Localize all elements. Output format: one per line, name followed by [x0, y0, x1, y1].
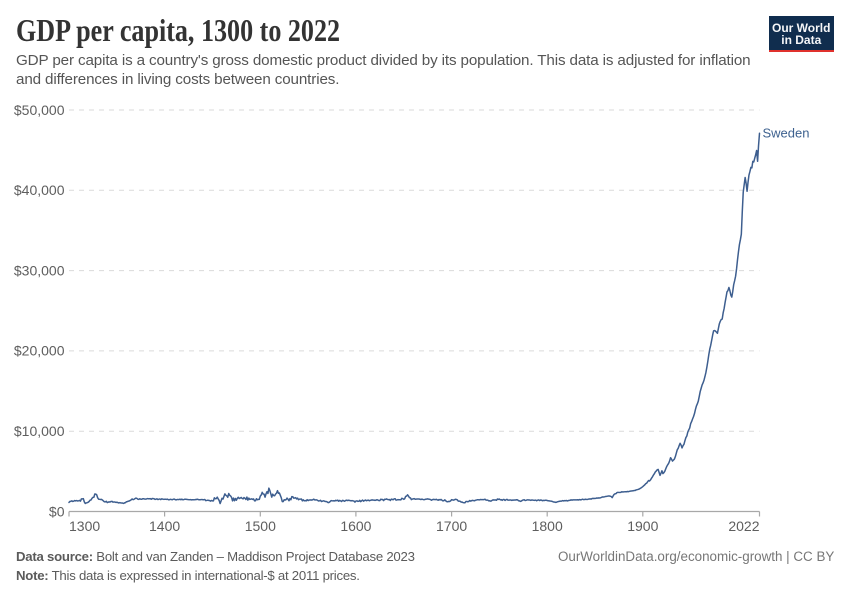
svg-text:$40,000: $40,000: [14, 182, 65, 198]
svg-text:1400: 1400: [149, 518, 180, 534]
svg-text:$20,000: $20,000: [14, 343, 65, 359]
svg-text:1600: 1600: [340, 518, 371, 534]
svg-text:$0: $0: [49, 503, 65, 519]
svg-text:2022: 2022: [728, 518, 759, 534]
svg-text:1300: 1300: [69, 518, 100, 534]
svg-text:$50,000: $50,000: [14, 102, 65, 118]
svg-text:$10,000: $10,000: [14, 423, 65, 439]
svg-text:$30,000: $30,000: [14, 262, 65, 278]
svg-text:Sweden: Sweden: [763, 126, 810, 141]
svg-text:1900: 1900: [627, 518, 658, 534]
svg-text:1800: 1800: [532, 518, 563, 534]
svg-text:1500: 1500: [245, 518, 276, 534]
svg-text:1700: 1700: [436, 518, 467, 534]
